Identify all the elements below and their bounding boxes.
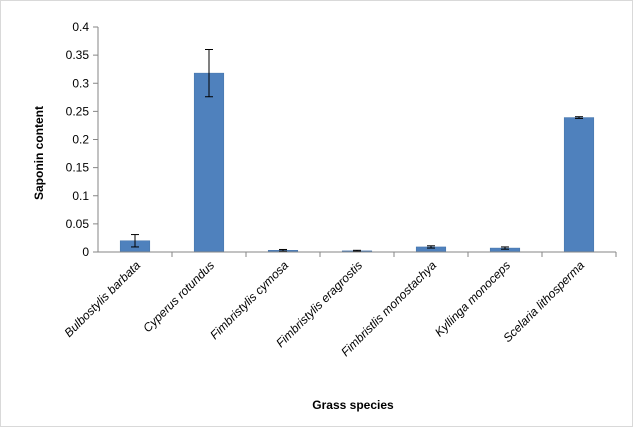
- y-tick-label: 0.25: [66, 104, 90, 118]
- y-tick-label: 0.3: [72, 76, 89, 90]
- x-tick-label: Scelaria lithosperma: [500, 258, 587, 345]
- x-tick-label: Kyllinga monoceps: [432, 258, 513, 339]
- y-tick-label: 0.2: [72, 133, 89, 147]
- y-axis-title: Saponin content: [32, 106, 46, 200]
- y-tick-label: 0.4: [72, 20, 89, 34]
- x-axis-title: Grass species: [312, 398, 394, 412]
- y-tick-label: 0.1: [72, 189, 89, 203]
- y-tick-label: 0.15: [66, 161, 90, 175]
- x-tick-label: Fimbristylis cymosa: [207, 258, 291, 342]
- bars: [119, 72, 595, 253]
- x-tick-label: Cyperus rotundus: [140, 258, 217, 335]
- y-tick-label: 0.05: [66, 217, 90, 231]
- y-tick-label: 0.35: [66, 48, 90, 62]
- bar: [563, 117, 595, 253]
- bar: [193, 72, 225, 253]
- error-bars: [131, 49, 583, 252]
- x-tick-label: Bulbostylis barbata: [62, 258, 144, 340]
- y-axis-ticks: 0 0.05 0.1 0.15 0.2 0.25 0.3 0.35 0.4: [66, 20, 98, 259]
- y-tick-label: 0: [82, 245, 89, 259]
